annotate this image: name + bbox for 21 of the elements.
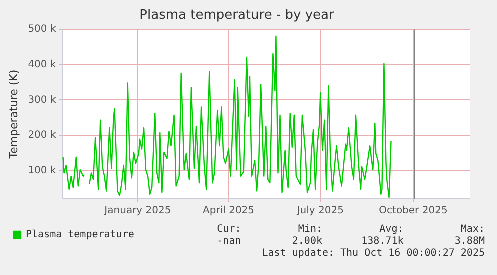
legend-label: Plasma temperature: [26, 230, 134, 241]
text: Max:: [460, 224, 485, 236]
y-tick-label: 100 k: [28, 165, 56, 176]
text: 2.00k: [291, 236, 322, 248]
x-tick-label: April 2025: [203, 206, 255, 217]
y-tick-label: 200 k: [28, 130, 56, 142]
text: 3.88M: [454, 236, 485, 248]
chart-title: Plasma temperature - by year: [140, 8, 336, 24]
text: Cur:: [216, 224, 242, 236]
y-axis-title: Temperature (K): [7, 70, 20, 160]
x-tick-label: January 2025: [104, 206, 172, 217]
text: Avg:: [378, 224, 404, 236]
text: Min:: [297, 224, 322, 236]
y-tick-label: 300 k: [28, 94, 56, 106]
text: 138.71k: [360, 236, 404, 248]
y-tick-label: 500 k: [28, 24, 56, 36]
x-tick-label: October 2025: [379, 206, 448, 217]
text: Last update: Thu Oct 16 00:00:27 2025: [261, 248, 485, 260]
y-tick-label: 400 k: [28, 59, 56, 70]
x-tick-label: July 2025: [296, 206, 344, 217]
text: -nan: [216, 236, 242, 248]
